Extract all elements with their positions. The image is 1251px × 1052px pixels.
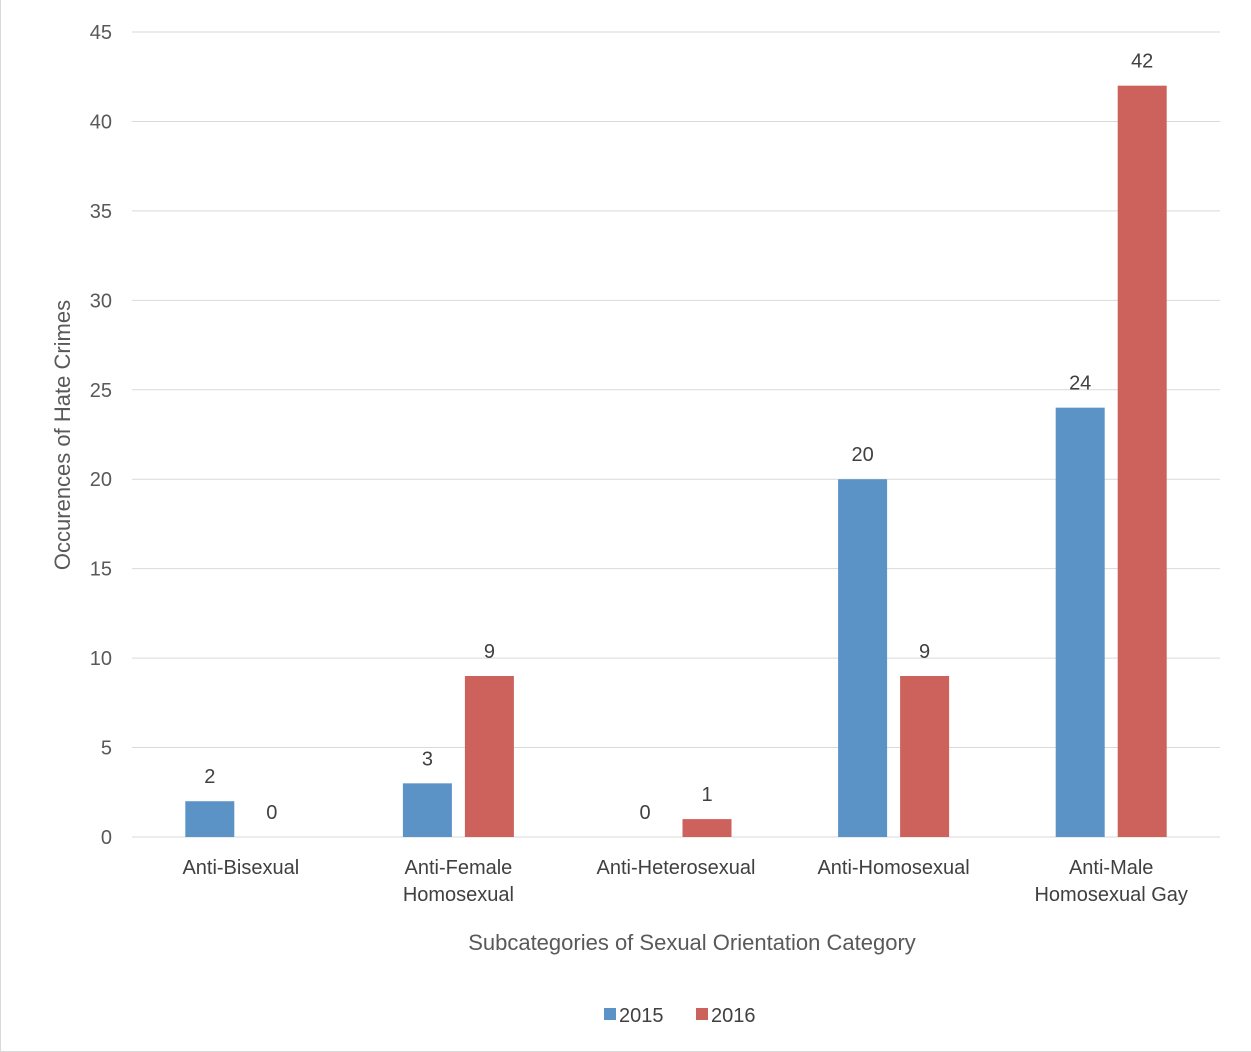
- y-tick-label: 30: [90, 290, 112, 312]
- x-axis-title: Subcategories of Sexual Orientation Cate…: [468, 930, 916, 955]
- legend-label: 2016: [711, 1005, 756, 1027]
- y-tick-label: 35: [90, 201, 112, 223]
- bar-2015: [1055, 407, 1105, 837]
- data-label: 2: [204, 766, 215, 788]
- bars: [185, 85, 1167, 837]
- bar-2016: [682, 819, 732, 837]
- data-label: 24: [1069, 373, 1091, 395]
- data-label: 20: [851, 444, 873, 466]
- bar-2016: [900, 676, 950, 837]
- y-tick-label: 15: [90, 559, 112, 581]
- x-category-label: Anti-Male Homosexual Gay: [1034, 857, 1187, 906]
- legend-swatch: [696, 1008, 708, 1020]
- x-category-label: Anti-Bisexual: [182, 857, 299, 879]
- data-label: 9: [919, 641, 930, 663]
- data-label: 0: [639, 802, 650, 824]
- y-tick-label: 0: [101, 827, 112, 849]
- y-tick-label: 10: [90, 648, 112, 670]
- x-category-label: Anti-Female Homosexual: [403, 857, 514, 906]
- bar-2016: [1117, 85, 1167, 837]
- y-tick-label: 5: [101, 738, 112, 760]
- y-tick-label: 25: [90, 380, 112, 402]
- x-axis-categories: Anti-Bisexual Anti-Female Homosexual Anti-H…: [182, 857, 1187, 906]
- legend: 2015 2016: [604, 1005, 756, 1027]
- legend-label: 2015: [619, 1005, 664, 1027]
- x-category-label: Anti-Heterosexual: [597, 857, 756, 879]
- data-label: 3: [422, 748, 433, 770]
- bar-2015: [402, 783, 452, 837]
- gridlines: [132, 31, 1220, 838]
- bar-2016: [464, 676, 514, 837]
- x-category-label: Anti-Homosexual: [817, 857, 969, 879]
- data-label: 1: [701, 784, 712, 806]
- legend-swatch: [604, 1008, 616, 1020]
- y-axis-title: Occurences of Hate Crimes: [50, 300, 75, 570]
- data-label: 9: [484, 641, 495, 663]
- y-tick-label: 20: [90, 469, 112, 491]
- y-tick-label: 40: [90, 111, 112, 133]
- data-label: 42: [1131, 51, 1153, 73]
- bar-2015: [838, 479, 888, 837]
- bar-2015: [185, 801, 235, 837]
- data-label: 0: [266, 802, 277, 824]
- y-axis-ticks: 0 5 10 15 20 25 30 35 40 45: [90, 22, 112, 849]
- y-tick-label: 45: [90, 22, 112, 44]
